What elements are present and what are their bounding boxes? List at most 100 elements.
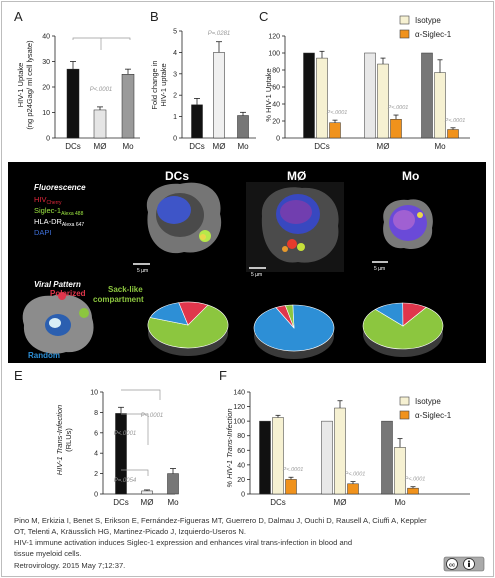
pattern-sack-label-2: compartment — [93, 295, 144, 304]
panel-f-legend-siglec: α-Siglec-1 — [415, 411, 452, 420]
f-pvalue: P<.0001 — [405, 477, 426, 483]
a-ytick-label: 0 — [46, 136, 50, 143]
b-ytick-label: 5 — [173, 29, 177, 36]
f-bar-mo-isotype — [394, 447, 406, 495]
panel-c-pvalues: P<.0001 P<.0001 P<.0001 — [327, 105, 466, 124]
panel-e-x-labels: DCs MØ Mo — [113, 498, 179, 507]
a-ytick-label: 40 — [42, 34, 50, 41]
a-bar-mø — [93, 109, 107, 139]
e-ytick-label: 6 — [94, 430, 98, 437]
panel-letter-b: B — [150, 9, 159, 24]
c-bar-mo-isotype — [434, 72, 446, 139]
panel-f-bars — [259, 400, 419, 495]
f-bar-dcs-control — [259, 420, 271, 495]
dcs-nucleus — [157, 196, 191, 224]
pie-slice-dcs-sack-like — [147, 304, 229, 349]
b-xtick-label: MØ — [213, 142, 226, 151]
c-bar-mø-isotype — [377, 63, 389, 139]
pattern-polarized-spot — [58, 292, 66, 300]
f-bar-mø-isotype — [334, 407, 346, 495]
c-bar-dcs-control — [303, 52, 315, 139]
mo-micrograph-macrophage: MØ 5 µm — [246, 169, 344, 278]
a-ytick-label: 10 — [42, 110, 50, 117]
citation-line-1: Pino M, Erkizia I, Benet S, Erikson E, F… — [14, 516, 427, 525]
f-xtick-label: DCs — [270, 498, 286, 507]
f-ytick-label: 20 — [237, 477, 245, 484]
a-ytick-label: 30 — [42, 59, 50, 66]
dcs-viral-colocalization — [200, 234, 206, 240]
pie-slice-mo-polarized — [402, 302, 427, 327]
citation-line-3: HIV-1 immune activation induces Siglec-1… — [14, 538, 353, 547]
dcs-micrograph: DCs 5 µm — [133, 169, 222, 274]
stain-siglec: Siglec-1Alexa 488 — [34, 206, 84, 217]
e-ytick-label: 8 — [94, 410, 98, 417]
c-bar-mø-control — [364, 52, 376, 139]
panel-c-chart: % HIV-1 Uptake 0 20 40 60 80 100 120 DCs MØ Mo P… — [264, 15, 470, 151]
f-xtick-label: Mo — [394, 498, 406, 507]
license-by-body — [468, 563, 470, 567]
e-bar-mø — [141, 490, 153, 495]
b-xtick-label: Mo — [237, 142, 249, 151]
f-pvalue: P<.0001 — [345, 472, 366, 478]
e-xtick-label: DCs — [113, 498, 129, 507]
c-ytick-label: 0 — [276, 136, 280, 143]
f-bar-mo-siglec — [407, 487, 419, 495]
dcs-cell-label: DCs — [165, 169, 189, 183]
panel-e-ylabel-2: (RLUs) — [64, 428, 73, 452]
c-ytick-label: 100 — [268, 51, 280, 58]
panel-c-legend-isotype-swatch — [399, 15, 410, 25]
f-ytick-label: 120 — [233, 404, 245, 411]
a-xtick-label: Mo — [122, 142, 134, 151]
monocyte-siglec-spot — [417, 212, 423, 218]
b-bar-mø — [213, 52, 225, 139]
c-ytick-label: 80 — [272, 68, 280, 75]
panel-c-legend-isotype: Isotype — [415, 16, 441, 25]
c-pvalue: P<.0001 — [445, 118, 466, 124]
panel-e-pvalue-3: P=.0054 — [114, 478, 137, 484]
f-ytick-label: 60 — [237, 448, 245, 455]
panel-e-chart: HIV-1 Trans-Infection (RLUs) 0 2 4 6 8 10 DCs… — [55, 390, 179, 508]
c-ytick-label: 60 — [272, 85, 280, 92]
a-xtick-label: MØ — [94, 142, 107, 151]
f-ytick-label: 0 — [241, 492, 245, 499]
panel-e-brackets — [121, 389, 161, 476]
pie-slice-mø-sack-like — [284, 304, 295, 329]
b-ytick-label: 1 — [173, 114, 177, 121]
f-bar-mø-siglec — [347, 483, 359, 495]
f-xtick-label: MØ — [334, 498, 347, 507]
f-ytick-label: 80 — [237, 433, 245, 440]
c-ytick-label: 120 — [268, 34, 280, 41]
b-bar-dcs — [191, 104, 203, 139]
fluorescence-title: Fluorescence — [34, 183, 86, 192]
panel-a-significance-bracket — [72, 37, 131, 40]
license-by-head — [467, 560, 471, 563]
panel-f-pvalues: P<.0001 P<.0001 P<.0001 — [283, 467, 426, 482]
stain-hla: HLA-DRAlexa 647 — [34, 217, 84, 228]
panel-f-legend-isotype-swatch — [399, 396, 410, 406]
a-xtick-label: DCs — [65, 142, 81, 151]
pattern-sack-label-1: Sack-like — [108, 285, 143, 294]
panel-a-ylabel-1: HIV-1 Uptake — [16, 63, 25, 108]
panel-a-ylabel-2: (ng p24Gag/ ml cell lysate) — [25, 40, 34, 130]
e-xtick-label: Mo — [167, 498, 179, 507]
f-bar-mo-control — [381, 420, 393, 495]
panel-a-chart: HIV-1 Uptake (ng p24Gag/ ml cell lysate)… — [16, 34, 140, 151]
license-cc-icon — [446, 558, 458, 570]
panel-f-legend-isotype: Isotype — [415, 397, 441, 406]
monocyte-scale-label: 5 µm — [374, 266, 385, 272]
panel-b-chart: Fold change in HIV-1 uptake 0 1 2 3 4 5 DCs MØ… — [150, 29, 256, 151]
panel-letter-a: A — [14, 9, 23, 24]
e-ytick-label: 10 — [90, 390, 98, 397]
panel-c-legend-siglec-swatch — [399, 29, 410, 39]
panel-f-x-labels: DCs MØ Mo — [270, 498, 406, 507]
citation-line-4: tissue myeloid cells. — [14, 549, 82, 558]
f-bar-dcs-isotype — [272, 417, 284, 495]
panel-f-ylabel: % HIV-1 Trans-Infection — [225, 408, 234, 487]
panel-f-chart: % HIV-1 Trans-Infection 0 20 40 60 80 100 120 1… — [225, 390, 470, 507]
b-ytick-label: 4 — [173, 50, 177, 57]
dcs-scale-label: 5 µm — [137, 268, 148, 274]
monocyte-hiv-signal — [393, 210, 415, 230]
citation-line-2: OT, Telenti A, Kräusslich HG, Martinez-P… — [14, 527, 246, 536]
pattern-polarized-label: Polarized — [50, 289, 86, 298]
stain-dapi: DAPI — [34, 228, 52, 237]
